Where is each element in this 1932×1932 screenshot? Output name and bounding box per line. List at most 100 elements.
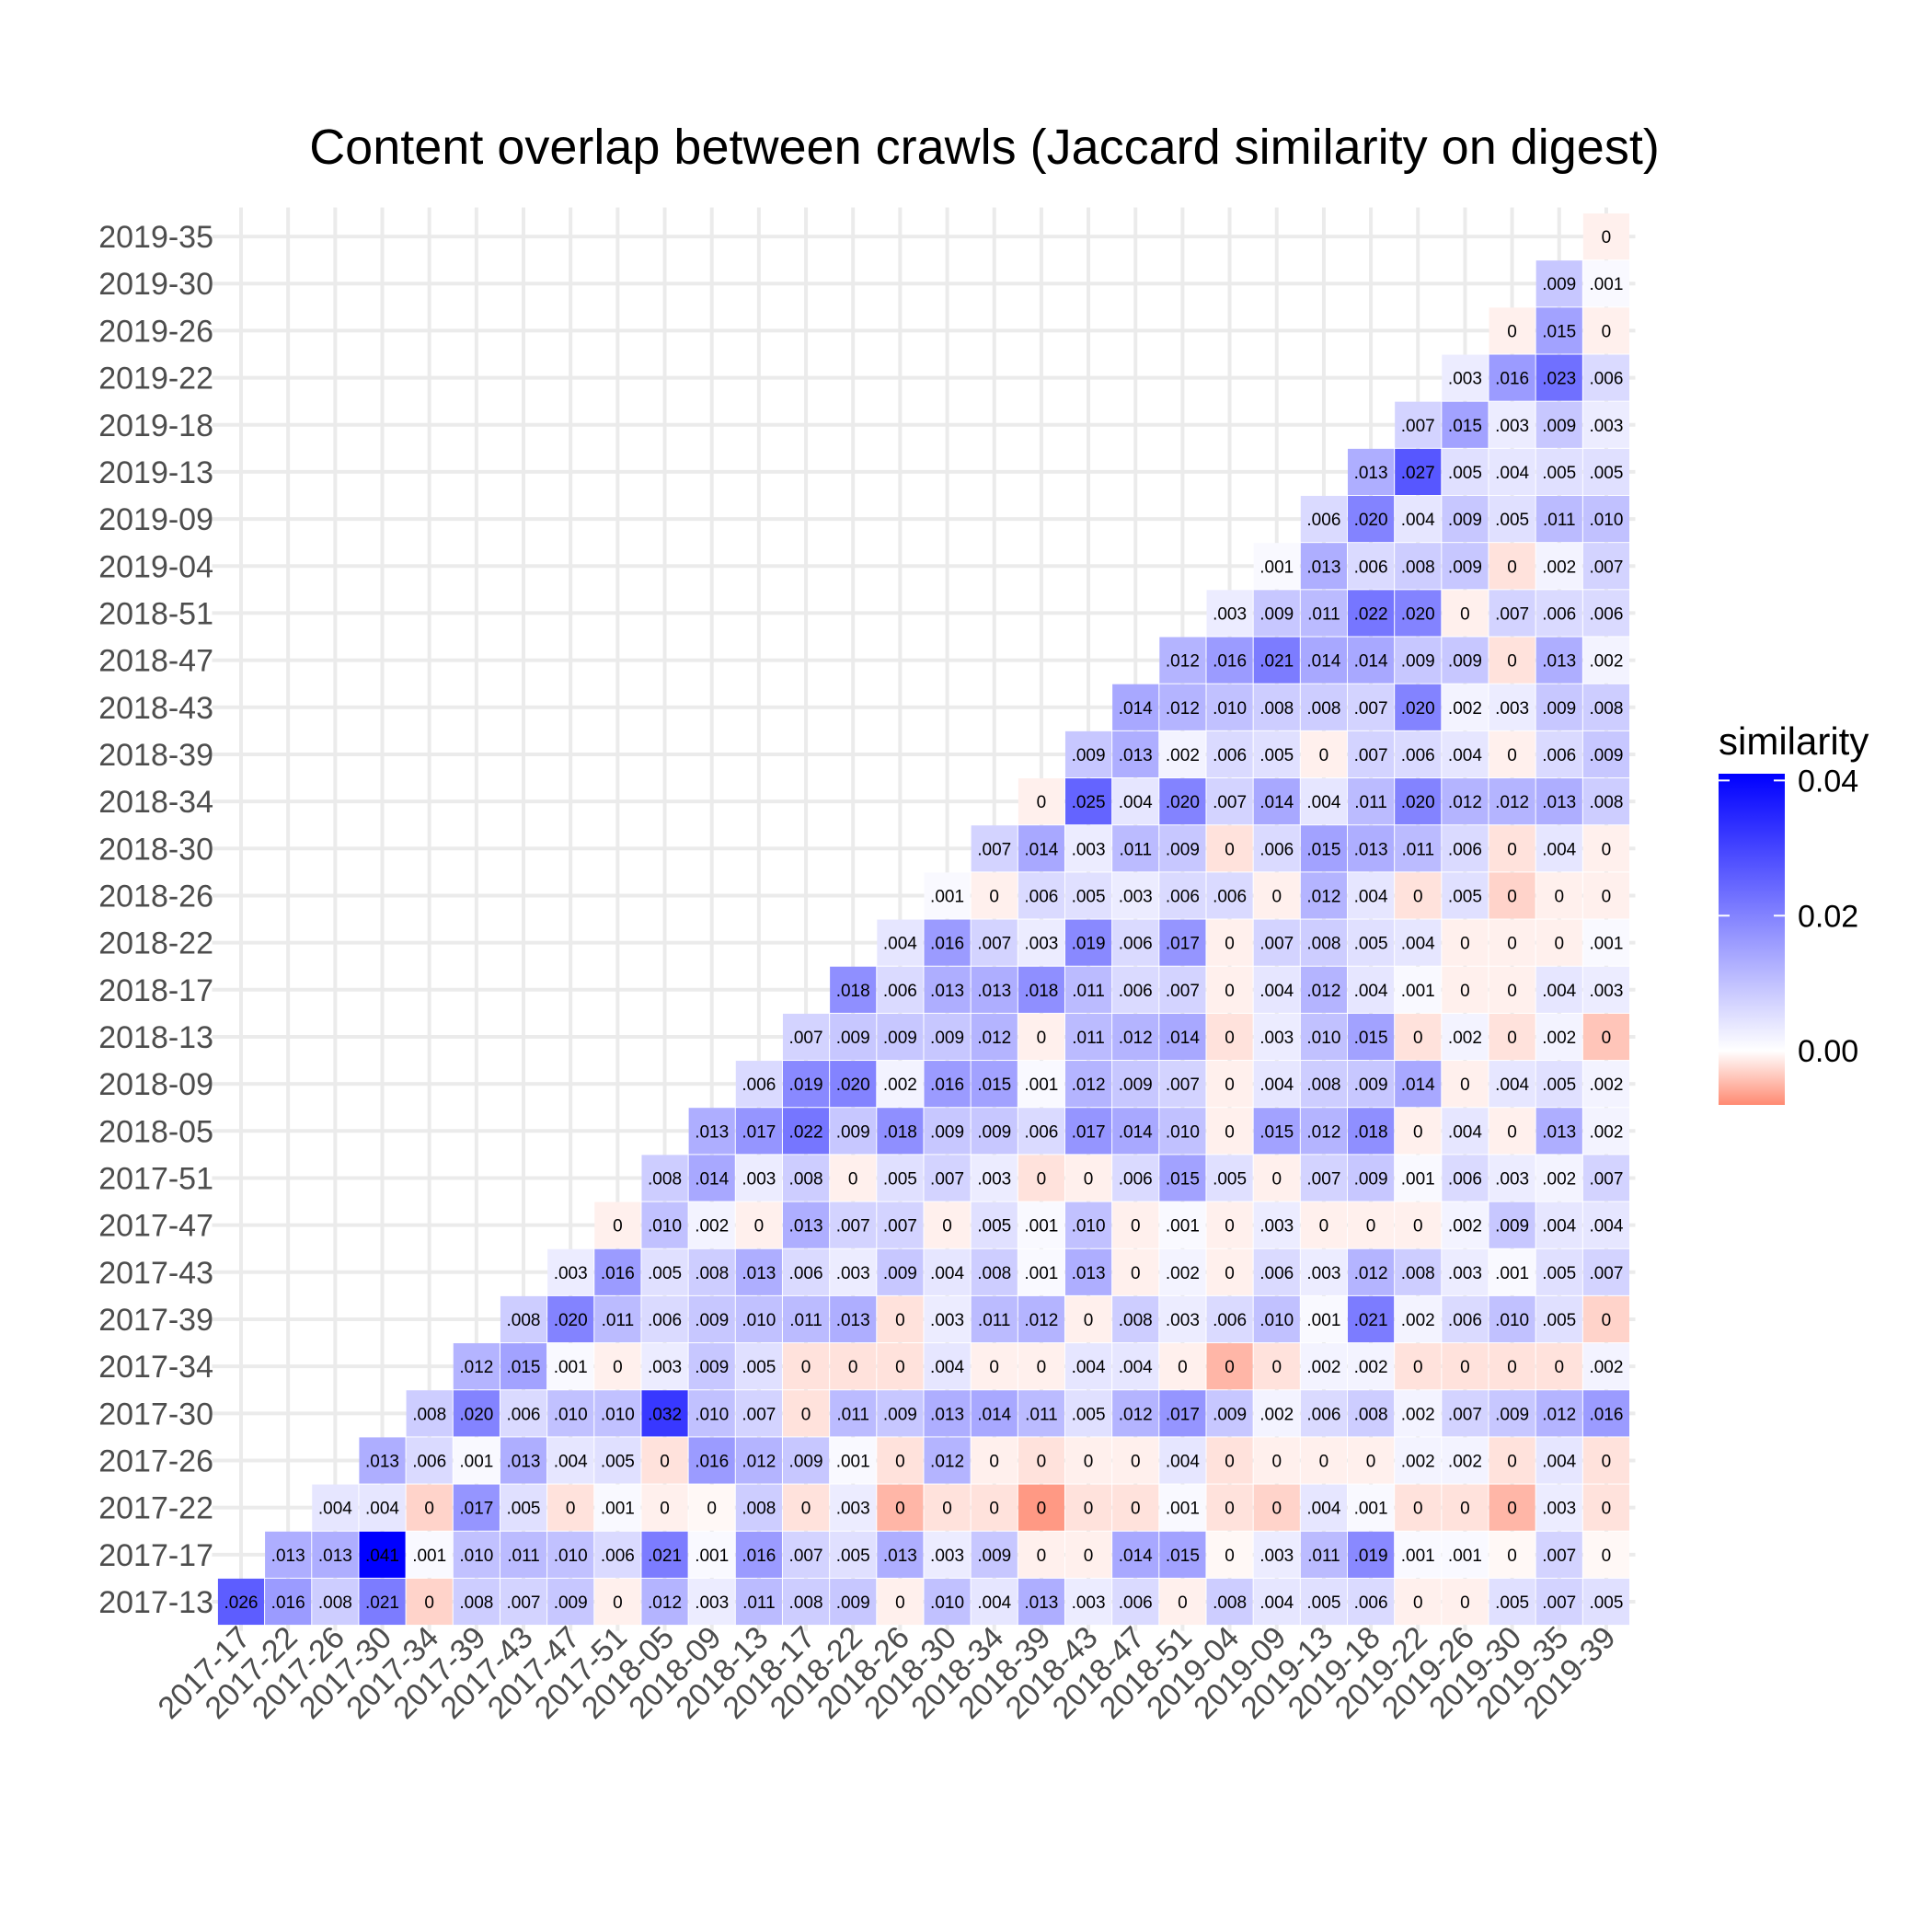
- cell-value-label: .013: [977, 982, 1011, 1001]
- heatmap-cell: [1395, 1578, 1442, 1626]
- heatmap-cell: [1582, 1155, 1630, 1202]
- cell-value-label: 0: [1602, 1452, 1612, 1471]
- heatmap-cell: [1535, 1108, 1582, 1155]
- heatmap-cell: [830, 1248, 877, 1295]
- cell-value-label: .020: [1401, 793, 1435, 812]
- heatmap-cell: [830, 1155, 877, 1202]
- cell-value-label: .006: [1542, 604, 1576, 624]
- heatmap-cell: [877, 1437, 924, 1484]
- cell-value-label: .010: [601, 1405, 635, 1424]
- heatmap-cell: [1535, 872, 1582, 919]
- cell-value-label: .010: [459, 1547, 493, 1566]
- heatmap-cell: [1395, 1013, 1442, 1061]
- heatmap-cell: [1535, 543, 1582, 590]
- cell-value-label: 0: [1460, 935, 1470, 954]
- heatmap-cell: [1535, 260, 1582, 307]
- cell-value-label: 0: [1037, 793, 1047, 812]
- heatmap-cell: [1582, 590, 1630, 637]
- heatmap-cells: [217, 213, 1630, 1626]
- heatmap-cell: [594, 1248, 641, 1295]
- cell-value-label: 0: [1225, 1075, 1235, 1095]
- y-axis-tick-labels: 2017-13 2017-17 2017-22 2017-26 2017-30 2017-…: [98, 220, 213, 1620]
- heatmap-cell: [406, 1390, 453, 1437]
- heatmap-cell: [1442, 1108, 1489, 1155]
- y-tick-label: 2018-17: [98, 973, 213, 1008]
- cell-value-label: .005: [648, 1264, 682, 1283]
- cell-value-label: .008: [1401, 1264, 1435, 1283]
- heatmap-cell: [1300, 496, 1347, 543]
- y-tick-label: 2017-22: [98, 1491, 213, 1526]
- cell-value-label: .009: [1448, 511, 1482, 530]
- cell-value-label: .014: [695, 1169, 729, 1189]
- cell-value-label: 0: [1131, 1452, 1141, 1471]
- cell-value-label: .011: [1401, 840, 1434, 859]
- heatmap-cell: [1300, 1484, 1347, 1531]
- heatmap-cell: [877, 1013, 924, 1061]
- heatmap-cell: [971, 1108, 1018, 1155]
- heatmap-cell: [971, 872, 1018, 919]
- heatmap-cell: [641, 1578, 688, 1626]
- heatmap-cell: [1206, 1437, 1253, 1484]
- cell-value-label: .001: [1259, 558, 1294, 577]
- cell-value-label: .003: [1072, 840, 1106, 859]
- y-tick-label: 2019-13: [98, 455, 213, 490]
- cell-value-label: .014: [1259, 793, 1294, 812]
- heatmap-cell: [1489, 919, 1535, 966]
- cell-value-label: .009: [1401, 652, 1435, 672]
- cell-value-label: 0: [1602, 1500, 1612, 1519]
- cell-value-label: .003: [1542, 1500, 1576, 1519]
- heatmap-cell: [1535, 730, 1582, 778]
- heatmap-cell: [782, 1578, 830, 1626]
- heatmap-cell: [1347, 1295, 1395, 1343]
- heatmap-cell: [782, 1295, 830, 1343]
- cell-value-label: 0: [1554, 935, 1564, 954]
- cell-value-label: .005: [1589, 1593, 1623, 1613]
- cell-value-label: .013: [1354, 840, 1388, 859]
- cell-value-label: .013: [1542, 1122, 1576, 1142]
- cell-value-label: .005: [1448, 887, 1482, 906]
- cell-value-label: .002: [1401, 1452, 1435, 1471]
- heatmap-cell: [1535, 1390, 1582, 1437]
- cell-value-label: .002: [1448, 1029, 1482, 1048]
- heatmap-cell: [830, 966, 877, 1013]
- legend-colorbar: [1719, 774, 1785, 1105]
- heatmap-cell: [547, 1484, 594, 1531]
- heatmap-cell: [1112, 919, 1159, 966]
- cell-value-label: 0: [1225, 1264, 1235, 1283]
- heatmap-cell: [1395, 730, 1442, 778]
- cell-value-label: .007: [1448, 1405, 1482, 1424]
- cell-value-label: 0: [848, 1169, 858, 1189]
- cell-value-label: .017: [1072, 1122, 1106, 1142]
- heatmap-cell: [1253, 778, 1300, 825]
- heatmap-cell: [1206, 966, 1253, 1013]
- heatmap-cell: [1064, 730, 1112, 778]
- cell-value-label: .005: [1542, 1264, 1576, 1283]
- y-tick-label: 2017-17: [98, 1538, 213, 1573]
- cell-value-label: .003: [1259, 1547, 1294, 1566]
- y-tick-label: 2017-26: [98, 1443, 213, 1478]
- cell-value-label: .011: [789, 1311, 822, 1330]
- cell-value-label: 0: [1319, 1217, 1329, 1236]
- heatmap-cell: [1582, 260, 1630, 307]
- heatmap-cell: [971, 825, 1018, 872]
- heatmap-cell: [1347, 496, 1395, 543]
- heatmap-cell: [406, 1484, 453, 1531]
- cell-value-label: .015: [1306, 840, 1340, 859]
- heatmap-cell: [1018, 966, 1064, 1013]
- heatmap-cell: [1582, 1437, 1630, 1484]
- cell-value-label: .010: [554, 1405, 588, 1424]
- cell-value-label: .009: [1259, 604, 1294, 624]
- heatmap-cell: [830, 1343, 877, 1390]
- cell-value-label: .001: [1166, 1500, 1200, 1519]
- heatmap-cell: [1395, 1343, 1442, 1390]
- heatmap-cell: [830, 1061, 877, 1108]
- cell-value-label: 0: [989, 887, 999, 906]
- heatmap-cell: [1300, 1061, 1347, 1108]
- heatmap-cell: [1253, 1248, 1300, 1295]
- cell-value-label: .005: [1072, 1405, 1106, 1424]
- heatmap-cell: [406, 1437, 453, 1484]
- cell-value-label: .001: [412, 1547, 446, 1566]
- heatmap-cell: [1064, 825, 1112, 872]
- cell-value-label: 0: [424, 1500, 434, 1519]
- cell-value-label: 0: [895, 1500, 905, 1519]
